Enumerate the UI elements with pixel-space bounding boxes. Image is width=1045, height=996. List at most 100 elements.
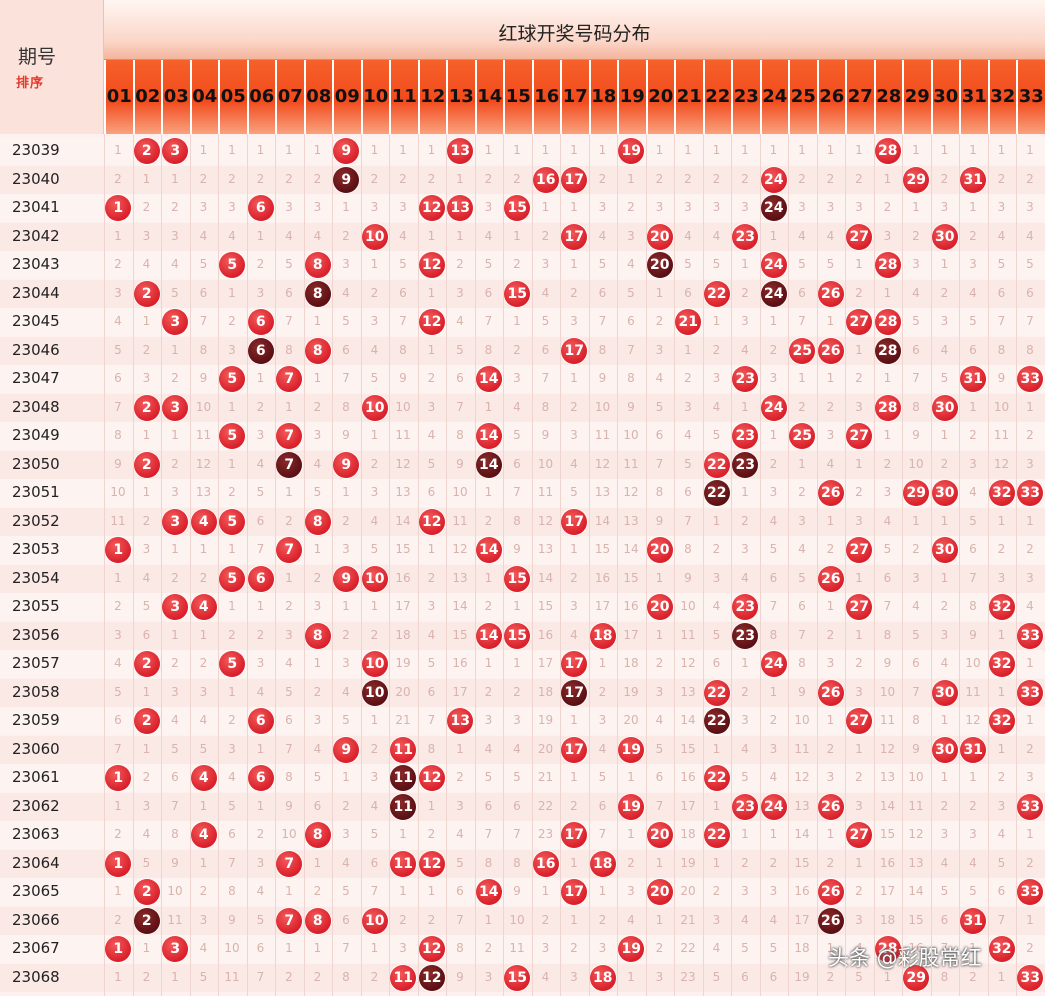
omission-count: 2 (142, 969, 151, 984)
omission-count: 9 (883, 656, 892, 670)
omission-count: 11 (794, 741, 810, 756)
omission-count: 7 (513, 485, 521, 499)
ball-29: 29 (903, 964, 930, 991)
omission-count: 2 (256, 627, 265, 642)
ball-22: 22 (703, 679, 730, 706)
omission-count: 6 (1026, 285, 1034, 300)
omission-count: 2 (940, 599, 949, 613)
omission-count: 3 (456, 798, 464, 813)
number-header-label: 03 (163, 86, 189, 107)
number-header-label: 13 (448, 86, 474, 107)
omission-count: 2 (798, 399, 806, 414)
ball-14: 14 (475, 537, 502, 563)
omission-count: 6 (313, 798, 322, 813)
omission-count: 3 (969, 257, 977, 271)
ball-02: 2 (133, 138, 160, 164)
ball-18: 18 (589, 622, 616, 649)
omission-count: 2 (912, 228, 920, 243)
omission-count: 2 (627, 855, 635, 870)
omission-count: 4 (627, 912, 635, 927)
omission-count: 2 (598, 684, 607, 699)
omission-count: 7 (969, 570, 977, 585)
omission-count: 2 (285, 513, 293, 528)
omission-count: 2 (285, 171, 293, 186)
omission-count: 6 (285, 285, 293, 300)
period-number: 23052 (12, 511, 60, 530)
omission-count: 2 (855, 770, 863, 784)
omission-count: 3 (199, 200, 208, 214)
ball-17: 17 (561, 822, 588, 848)
section-title: 红球开奖号码分布 (498, 23, 651, 45)
omission-count: 5 (370, 371, 379, 385)
omission-count: 1 (171, 542, 179, 556)
number-header-32: 32 (987, 60, 1016, 134)
omission-count: 8 (199, 342, 208, 357)
omission-count: 2 (712, 342, 721, 357)
grid-line (702, 134, 704, 996)
ball-03: 3 (162, 138, 189, 164)
omission-count: 2 (513, 257, 521, 271)
omission-count: 18 (623, 656, 639, 670)
omission-count: 1 (427, 143, 436, 157)
omission-count: 15 (537, 599, 554, 613)
omission-count: 1 (969, 941, 977, 955)
number-header-label: 18 (591, 86, 617, 107)
omission-count: 1 (826, 371, 835, 385)
omission-count: 1 (228, 684, 236, 699)
omission-count: 3 (256, 428, 265, 442)
number-header-label: 30 (933, 86, 959, 107)
omission-count: 7 (114, 399, 122, 414)
omission-count: 12 (965, 713, 981, 727)
number-header-25: 25 (788, 60, 817, 134)
omission-count: 4 (798, 228, 806, 243)
ball-12: 12 (418, 765, 445, 791)
omission-count: 7 (883, 599, 892, 613)
omission-count: 6 (142, 627, 151, 642)
omission-count: 3 (769, 884, 778, 898)
omission-count: 1 (370, 941, 379, 955)
omission-count: 4 (342, 855, 350, 870)
omission-count: 7 (541, 371, 550, 385)
omission-count: 11 (452, 513, 468, 528)
ball-13: 13 (447, 708, 474, 734)
omission-count: 18 (879, 912, 896, 927)
ball-26: 26 (817, 565, 844, 592)
omission-count: 1 (1026, 656, 1034, 670)
omission-count: 5 (484, 770, 493, 784)
omission-count: 1 (627, 770, 635, 784)
omission-count: 8 (484, 855, 493, 870)
omission-count: 1 (798, 456, 806, 471)
omission-count: 3 (969, 456, 977, 471)
omission-count: 1 (171, 428, 179, 442)
omission-count: 10 (110, 485, 126, 499)
omission-count: 9 (627, 399, 635, 414)
ball-20: 20 (646, 822, 673, 848)
ball-06: 6 (247, 708, 274, 734)
omission-count: 3 (484, 713, 493, 727)
omission-count: 1 (855, 855, 863, 870)
omission-count: 2 (855, 371, 863, 385)
omission-count: 1 (427, 228, 436, 243)
omission-count: 6 (883, 570, 892, 585)
omission-count: 17 (452, 684, 468, 699)
omission-count: 1 (769, 143, 778, 157)
omission-count: 2 (256, 827, 265, 841)
omission-count: 3 (997, 798, 1006, 813)
omission-count: 5 (798, 570, 806, 585)
omission-count: 8 (798, 656, 806, 670)
omission-count: 1 (370, 143, 379, 157)
omission-count: 12 (680, 656, 696, 670)
number-header-label: 05 (220, 86, 246, 107)
omission-count: 6 (798, 599, 806, 613)
number-header-label: 33 (1018, 86, 1044, 107)
omission-count: 16 (879, 855, 896, 870)
ball-07: 7 (276, 451, 303, 478)
omission-count: 2 (171, 200, 179, 214)
draw-row: 23063 2 4 8 4 6 2 10 8 3 5 1 2 4 7 7 23 17 7 1 20 18 22 1 1 14 1 27… (0, 821, 1045, 849)
omission-count: 1 (741, 257, 749, 271)
omission-count: 5 (114, 342, 122, 357)
omission-count: 1 (712, 314, 721, 328)
sort-logo[interactable]: 排序 (16, 76, 45, 91)
ball-19: 19 (618, 936, 645, 962)
omission-count: 2 (171, 456, 179, 471)
